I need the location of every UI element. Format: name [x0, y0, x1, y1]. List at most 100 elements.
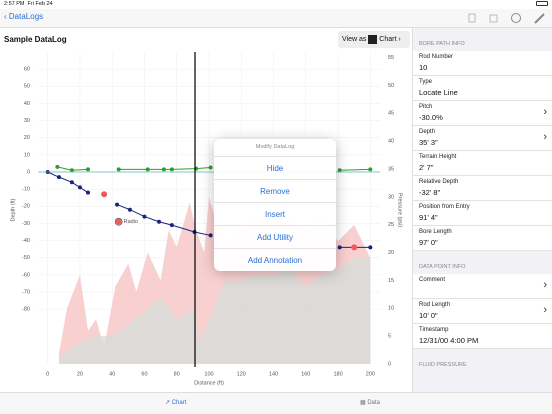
y-tick-label: -80 [22, 307, 30, 313]
point [101, 191, 108, 198]
nav-bar [0, 9, 552, 28]
y-axis-label: Depth (ft) [10, 198, 16, 221]
tab-label: Data [367, 400, 381, 406]
info-value: 12/31/00 4:00 PM [419, 336, 479, 345]
share-icon[interactable] [489, 14, 498, 23]
info-label: Terrain Height [419, 154, 457, 160]
menu-item[interactable]: Insert [214, 202, 336, 225]
info-label: Position from Entry [419, 204, 470, 210]
info-value: -32' 8" [419, 188, 441, 197]
y-tick-label: -70 [22, 289, 30, 295]
trash-icon[interactable] [468, 13, 476, 23]
status-time: 2:57 PM Fri Feb 24 [4, 1, 53, 7]
point [337, 245, 342, 250]
info-row[interactable]: Pitch -30.0% › [413, 101, 552, 126]
point [161, 167, 166, 172]
tab-chart[interactable]: ↗ Chart [165, 400, 187, 406]
chevron: › [543, 279, 547, 291]
point [115, 218, 122, 225]
chart-title: Sample DataLog [4, 35, 67, 44]
section-header: BORE PATH INFO [419, 41, 465, 47]
y2-tick-label: 45 [388, 111, 394, 117]
tab-bar: ↗ Chart ▦ Data [0, 392, 552, 414]
x-tick-label: 80 [174, 371, 180, 377]
x-tick-label: 180 [333, 371, 342, 377]
y2-tick-label: 10 [388, 306, 394, 312]
y2-tick-label: 40 [388, 139, 394, 145]
nav-icons [468, 13, 545, 24]
point [169, 223, 174, 228]
y2-tick-label: 25 [388, 222, 394, 228]
info-row: Rod Number 10 [413, 51, 552, 76]
x-tick-label: 160 [301, 371, 310, 377]
chevron: › [543, 304, 547, 316]
menu-item[interactable]: Add Annotation [214, 248, 336, 271]
section-header: DATA POINT INFO [419, 264, 466, 270]
info-row: Type Locate Line [413, 76, 552, 101]
context-menu: Modify DataLog Hide Remove Insert Add Utili… [214, 139, 336, 271]
info-value: 97' 0" [419, 238, 438, 247]
info-row[interactable]: Rod Length 10' 0" › [413, 299, 552, 324]
point [368, 167, 373, 172]
x-tick-label: 20 [77, 371, 83, 377]
info-row: Terrain Height 2' 7" [413, 151, 552, 176]
menu-item[interactable]: Add Utility [214, 225, 336, 248]
tab-data[interactable]: ▦ Data [360, 400, 381, 406]
info-row[interactable]: Comment › [413, 274, 552, 299]
x-tick-label: 100 [204, 371, 213, 377]
info-label: Rod Length [419, 302, 451, 308]
point [169, 167, 174, 172]
point [115, 202, 120, 207]
point [337, 168, 342, 173]
info-value: 2' 7" [419, 163, 434, 172]
point [351, 244, 358, 251]
point [55, 164, 60, 169]
info-label: Relative Depth [419, 179, 459, 185]
y-tick-label: -20 [22, 204, 30, 210]
info-row: Relative Depth -32' 8" [413, 176, 552, 201]
x-tick-label: 60 [141, 371, 147, 377]
info-label: Pitch [419, 104, 433, 110]
menu-item[interactable]: Hide [214, 156, 336, 179]
point [127, 207, 132, 212]
y-tick-label: -60 [22, 272, 30, 278]
y-tick-label: 30 [24, 118, 30, 124]
point [208, 165, 213, 170]
info-icon[interactable] [511, 13, 521, 23]
point [116, 167, 121, 172]
point [86, 167, 91, 172]
y2-tick-label: 5 [388, 334, 391, 340]
info-label: Timestamp [419, 327, 449, 333]
chevron: › [543, 131, 547, 143]
edit-icon[interactable] [534, 13, 545, 24]
info-panel: BORE PATH INFO Rod Number 10 Type Locate Lin… [412, 28, 552, 392]
back-button[interactable]: ‹ DataLogs [4, 12, 44, 21]
chevron: › [543, 106, 547, 118]
info-label: Rod Number [419, 54, 454, 60]
section-header: FLUID PRESSURE [419, 362, 467, 368]
tab-label: Chart [171, 400, 187, 406]
battery [536, 1, 548, 6]
menu-item[interactable]: Remove [214, 179, 336, 202]
info-label: Type [419, 79, 433, 85]
y2-tick-label: 30 [388, 194, 394, 200]
x-tick-label: 0 [46, 371, 49, 377]
view-mode: Chart [379, 36, 397, 43]
point [77, 185, 82, 190]
info-row: Bore Length 97' 0" [413, 226, 552, 251]
info-row: Position from Entry 91' 4" [413, 201, 552, 226]
info-row: Timestamp 12/31/00 4:00 PM [413, 324, 552, 349]
info-value: 10' 0" [419, 311, 438, 320]
info-row[interactable]: Depth 35' 3" › [413, 126, 552, 151]
point [142, 214, 147, 219]
info-value: Locate Line [419, 88, 458, 97]
info-value: 35' 3" [419, 138, 438, 147]
point [145, 167, 150, 172]
x-tick-label: 200 [366, 371, 375, 377]
view-as-button[interactable]: View as Chart › [338, 31, 410, 48]
y-tick-label: -30 [22, 221, 30, 227]
point [56, 175, 61, 180]
y2-tick-label: 50 [388, 83, 394, 89]
